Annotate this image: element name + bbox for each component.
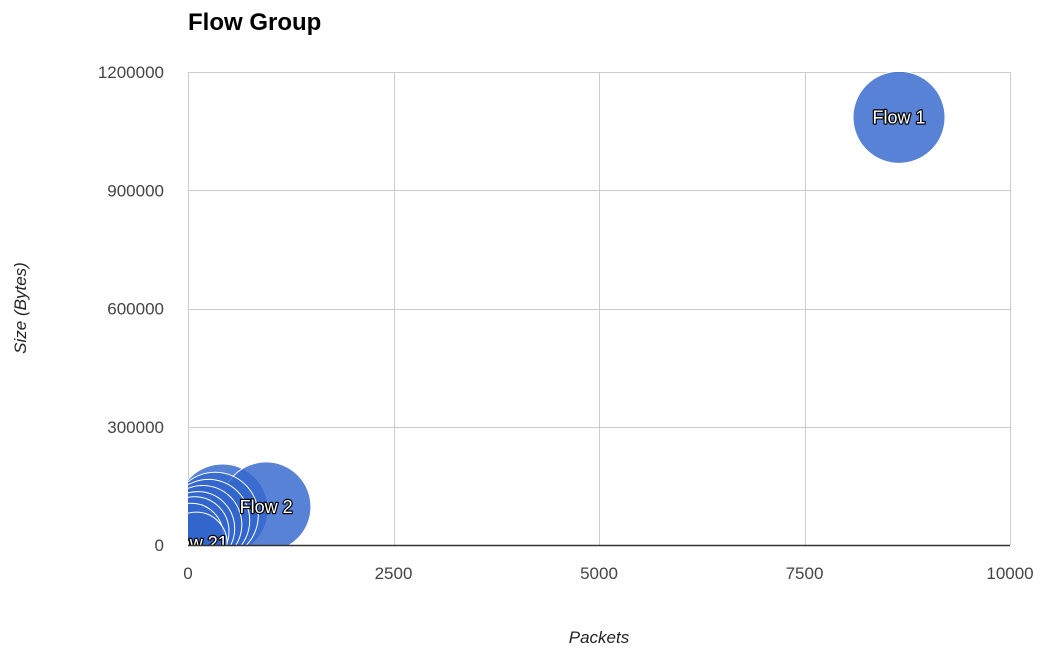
bubble-layer: Flow 1 Flow 2 Flow 21 [165, 72, 946, 553]
bubble-label: Flow 1 [873, 107, 926, 127]
x-tick-label: 0 [183, 564, 192, 583]
chart-title: Flow Group [188, 9, 321, 36]
bubble [188, 511, 228, 545]
x-axis-title: Packets [569, 628, 630, 647]
y-tick-label: 600000 [107, 300, 164, 319]
x-tick-label: 10000 [986, 564, 1033, 583]
bubble-label: Flow 21 [165, 533, 228, 553]
y-tick-label: 300000 [107, 418, 164, 437]
bubble [852, 72, 946, 164]
x-tick-label: 5000 [580, 564, 618, 583]
y-axis-title: Size (Bytes) [11, 262, 30, 354]
x-tick-label: 7500 [786, 564, 824, 583]
y-tick-label: 0 [155, 536, 164, 555]
x-tick-label: 2500 [375, 564, 413, 583]
y-tick-label: 900000 [107, 181, 164, 200]
axes: 0 2500 5000 7500 10000 0 300000 600000 900000 120… [98, 63, 1034, 583]
y-tick-label: 1200000 [98, 63, 164, 82]
bubble-label: Flow 2 [240, 497, 293, 517]
